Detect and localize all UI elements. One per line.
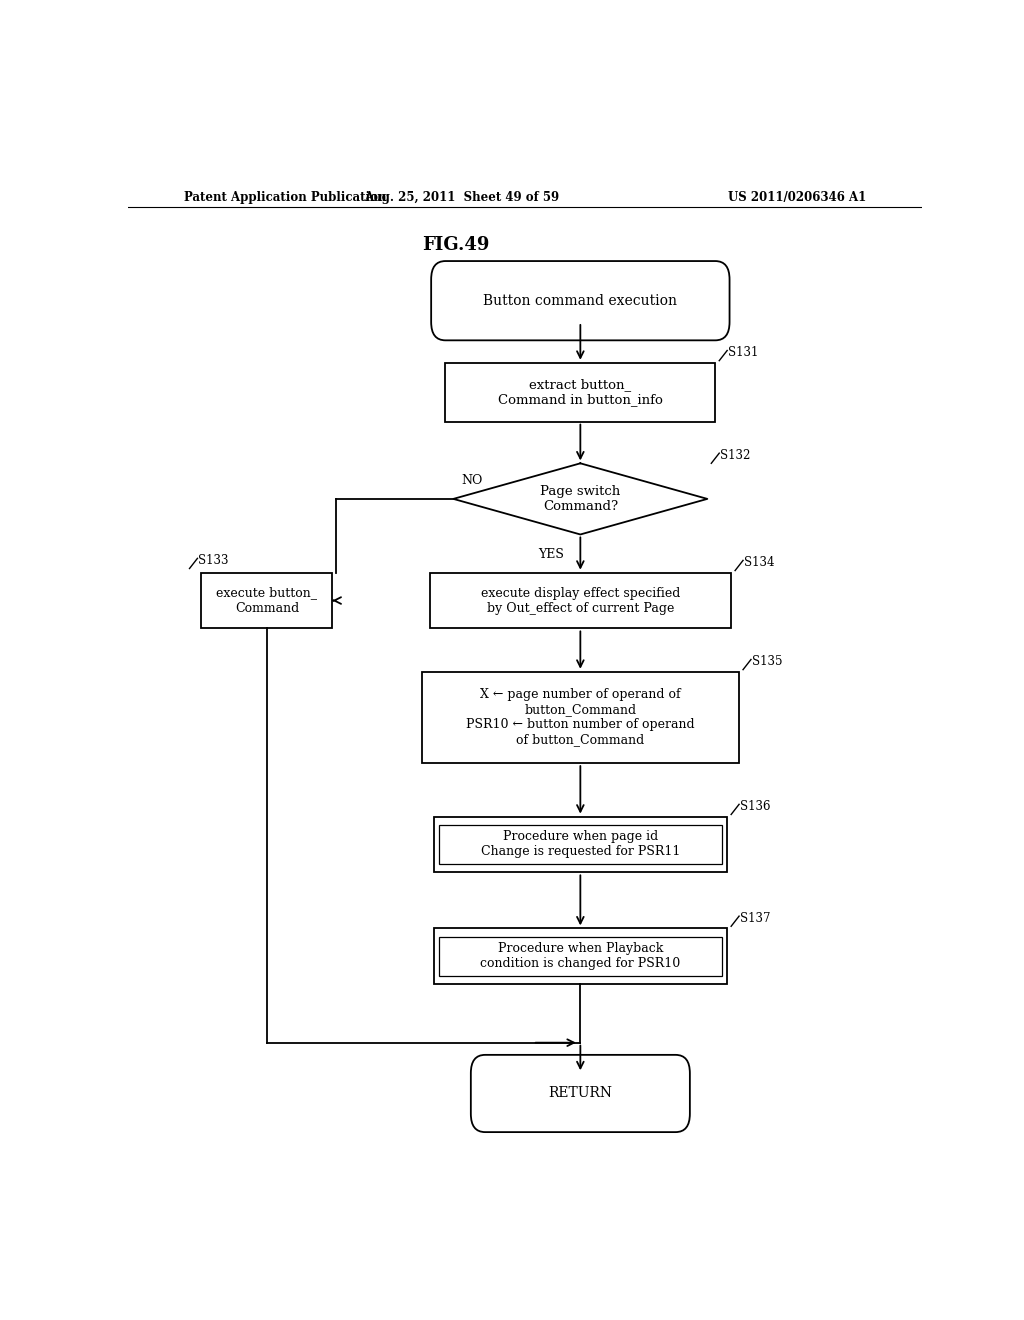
Text: S131: S131 [728, 346, 759, 359]
Text: US 2011/0206346 A1: US 2011/0206346 A1 [728, 190, 866, 203]
Text: execute button_
Command: execute button_ Command [216, 586, 317, 615]
FancyBboxPatch shape [439, 825, 722, 863]
FancyBboxPatch shape [433, 928, 727, 985]
Text: extract button_
Command in button_info: extract button_ Command in button_info [498, 378, 663, 407]
Text: S133: S133 [199, 554, 228, 566]
Polygon shape [454, 463, 708, 535]
FancyBboxPatch shape [422, 672, 739, 763]
Text: YES: YES [539, 548, 564, 561]
FancyBboxPatch shape [471, 1055, 690, 1133]
FancyBboxPatch shape [431, 261, 729, 341]
Text: Page switch
Command?: Page switch Command? [541, 484, 621, 513]
FancyBboxPatch shape [439, 937, 722, 975]
Text: S136: S136 [740, 800, 770, 813]
FancyBboxPatch shape [433, 817, 727, 873]
Text: S137: S137 [740, 912, 770, 924]
Text: NO: NO [461, 474, 482, 487]
Text: Procedure when page id
Change is requested for PSR11: Procedure when page id Change is request… [480, 830, 680, 858]
Text: Aug. 25, 2011  Sheet 49 of 59: Aug. 25, 2011 Sheet 49 of 59 [364, 190, 559, 203]
Text: Patent Application Publication: Patent Application Publication [183, 190, 386, 203]
Text: S132: S132 [720, 449, 751, 462]
FancyBboxPatch shape [445, 363, 715, 421]
Text: execute display effect specified
by Out_effect of current Page: execute display effect specified by Out_… [480, 586, 680, 615]
FancyBboxPatch shape [430, 573, 731, 628]
Text: RETURN: RETURN [549, 1086, 612, 1101]
Text: Procedure when Playback
condition is changed for PSR10: Procedure when Playback condition is cha… [480, 942, 681, 970]
Text: FIG.49: FIG.49 [422, 236, 489, 253]
Text: S135: S135 [752, 655, 782, 668]
FancyBboxPatch shape [202, 573, 333, 628]
Text: S134: S134 [743, 556, 774, 569]
Text: Button command execution: Button command execution [483, 293, 677, 308]
Text: X ← page number of operand of
button_Command
PSR10 ← button number of operand
of: X ← page number of operand of button_Com… [466, 689, 694, 746]
